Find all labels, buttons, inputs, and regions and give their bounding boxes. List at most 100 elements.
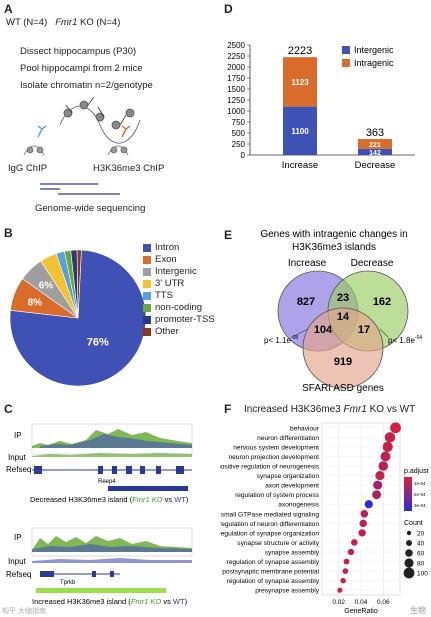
- pie-label-exon: 8%: [28, 298, 43, 309]
- wt-label: WT (N=4): [6, 17, 48, 28]
- venn-count-all: 14: [337, 311, 350, 323]
- y-tick-label: 1500: [227, 85, 245, 94]
- count-legend-dot: [406, 530, 412, 536]
- venn-circle-sfari: [302, 307, 384, 389]
- genome-tracks: IP Input Refseq Reep4 Decreased H3K36me3…: [2, 423, 193, 615]
- track2-ip-wt-signal: [32, 544, 192, 552]
- legend-label: promoter-TSS: [155, 314, 215, 325]
- igg-chromatin-icon: [23, 125, 47, 156]
- dot-point: [337, 587, 343, 593]
- y-tick-label: 750: [232, 118, 246, 127]
- pie-legend-item: Intergenic: [143, 266, 215, 277]
- igg-chip-label: IgG ChIP: [8, 163, 48, 174]
- bar-legend-label: Intergenic: [354, 45, 394, 55]
- panel-a-genotypes: WT (N=4) Fmr1 KO (N=4): [6, 17, 120, 28]
- legend-label: Intron: [155, 242, 180, 253]
- legend-swatch: [143, 303, 151, 312]
- dot-point: [343, 558, 350, 565]
- pie-legend-item: 3' UTR: [143, 278, 215, 289]
- dot-point: [384, 432, 396, 443]
- count-legend-label: 40: [417, 541, 425, 548]
- pie-legend-item: promoter-TSS: [143, 314, 215, 325]
- dot-point: [358, 529, 366, 537]
- bar-value-label: 1123: [291, 78, 309, 87]
- track1-input-signal: [32, 453, 192, 457]
- dotplot-title: Increased H3K36me3 Fmr1 KO vs WT: [244, 404, 416, 415]
- dot-point: [373, 480, 383, 490]
- term-label: regulation of synapse assembly: [227, 559, 320, 566]
- x-tick-label: 0.04: [355, 599, 368, 606]
- bar-value-label: 142: [369, 150, 381, 157]
- legend-swatch: [143, 255, 151, 264]
- bar-increase-intergenic: [283, 106, 317, 155]
- term-label: postsynaptic membrane potential: [222, 569, 319, 576]
- track2-refseq-label: Refseq: [6, 570, 31, 579]
- venn-count-dec-sfari: 17: [358, 324, 370, 336]
- count-legend-dot: [403, 567, 415, 579]
- panel-e-letter: E: [224, 228, 233, 242]
- term-label: axon development: [265, 483, 319, 490]
- track1-ip-ko-signal: [40, 434, 192, 448]
- y-tick-label: 0: [241, 151, 246, 160]
- term-label: regulation of system process: [235, 492, 320, 499]
- term-label: behaviour: [290, 425, 320, 432]
- count-legend-label: 80: [417, 561, 425, 568]
- dot-point: [359, 519, 367, 528]
- venn-title-line2: H3K36me3 islands: [292, 242, 376, 253]
- p-value-right: p< 1.8e-04: [388, 335, 422, 345]
- count-legend-dot: [406, 540, 412, 546]
- track2-ip-label: IP: [14, 533, 22, 542]
- term-label: synapse structure or activity: [237, 540, 319, 547]
- bar-value-label: 221: [369, 142, 381, 149]
- watermark-left: 知乎 大咖指南: [2, 606, 46, 615]
- term-label: neuron projection development: [228, 454, 319, 461]
- dot-point: [342, 568, 349, 574]
- legend-swatch: [143, 291, 151, 300]
- x-category-label: Decrease: [355, 160, 396, 171]
- term-label: presynapse assembly: [255, 588, 319, 595]
- venn-count-dec-only: 162: [373, 296, 391, 308]
- dot-point: [380, 451, 391, 462]
- venn-count-inc-dec: 23: [337, 292, 349, 304]
- term-label: synapse assembly: [265, 550, 320, 557]
- padj-colorbar: [404, 477, 412, 511]
- bar-legend-label: Intragenic: [354, 58, 394, 68]
- pie-legend-item: non-coding: [143, 302, 215, 313]
- dot-point: [375, 470, 385, 481]
- dot-point: [378, 461, 389, 471]
- legend-label: Exon: [155, 254, 177, 265]
- legend-swatch: [143, 327, 151, 336]
- term-label: synapse organization: [257, 473, 320, 480]
- y-tick-label: 1750: [227, 74, 245, 83]
- pie-legend: Intron Exon Intergenic 3' UTR TTS non-coding p…: [143, 242, 215, 338]
- sequencing-label: Genome-wide sequencing: [35, 203, 146, 214]
- track1-gene-name: Reep4: [98, 479, 116, 485]
- pie-legend-item: Other: [143, 326, 215, 337]
- track2-gene-name: Tprkb: [60, 580, 76, 586]
- chip-schematic: [23, 96, 141, 195]
- h3k36me3-chip-label: H3K36me3 ChIP: [93, 163, 165, 174]
- pie-legend-item: TTS: [143, 290, 215, 301]
- bar-decrease-intergenic: [358, 148, 392, 155]
- venn-count-sfari-only: 919: [334, 356, 352, 368]
- bar-total-label: 363: [366, 127, 384, 139]
- ko-gene-label: Fmr1: [55, 17, 78, 28]
- pie-chart: 76% 8% 6%: [9, 249, 147, 387]
- pie-legend-item: Exon: [143, 254, 215, 265]
- step-3: Isolate chromatin n=2/genotype: [20, 80, 153, 91]
- panel-a-letter: A: [4, 2, 13, 16]
- x-category-label: Increase: [282, 160, 318, 171]
- bar-value-label: 1100: [291, 127, 309, 136]
- x-axis-label: GeneRatio: [344, 608, 378, 615]
- dot-point: [350, 539, 358, 546]
- legend-label: Intergenic: [155, 266, 197, 277]
- legend-label: non-coding: [155, 302, 203, 313]
- venn-label-increase: Increase: [288, 258, 327, 269]
- legend-swatch: [143, 315, 151, 324]
- y-tick-label: 1000: [227, 107, 245, 116]
- track1-exons: [34, 466, 184, 474]
- bar-legend-swatch: [342, 59, 350, 67]
- track1-refseq-label: Refseq: [6, 465, 31, 474]
- term-label: small GTPase mediated signaling: [221, 511, 320, 518]
- term-label: axonogenesis: [278, 502, 319, 509]
